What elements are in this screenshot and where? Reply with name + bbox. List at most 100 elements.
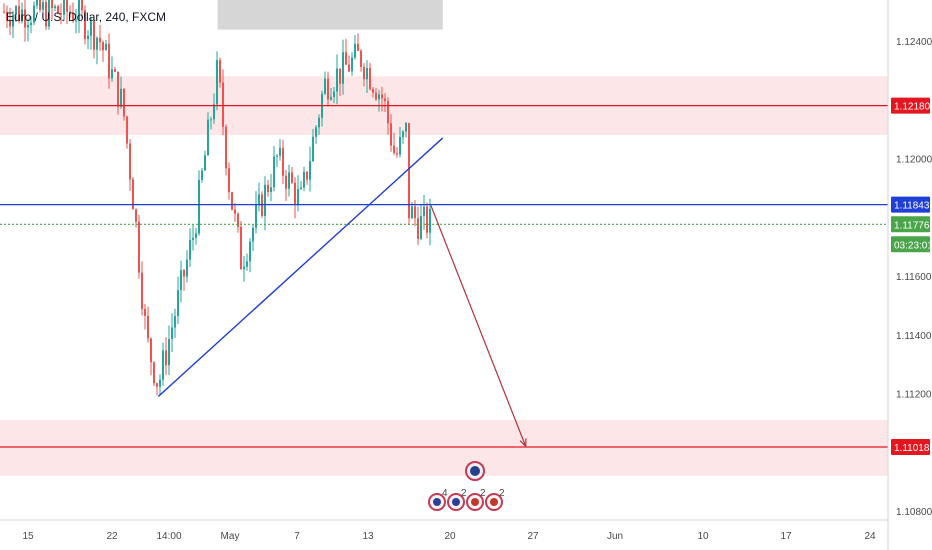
time-tick-label: 14:00: [156, 531, 181, 542]
candle-body: [45, 2, 47, 27]
candle-body: [282, 148, 284, 176]
candle-body: [186, 259, 188, 277]
candle-body: [207, 119, 209, 156]
time-tick-label: Jun: [607, 531, 623, 542]
candles-layer: [3, 0, 431, 396]
candle-body: [210, 119, 212, 121]
candle-body: [216, 60, 218, 105]
candle-body: [72, 13, 74, 21]
candle-body: [15, 6, 17, 15]
candle-body: [75, 20, 77, 22]
candle-body: [300, 187, 302, 189]
supply-demand-zone-1: [0, 419, 888, 476]
price-tick-label: 1.10800: [896, 507, 932, 518]
candle-body: [294, 182, 296, 205]
candle-body: [237, 213, 239, 227]
candle-body: [174, 316, 176, 328]
price-tick-label: 1.12400: [896, 37, 932, 48]
candle-body: [33, 5, 35, 23]
candle-body: [330, 96, 332, 100]
time-tick-label: 10: [697, 531, 709, 542]
price-badge[interactable]: [891, 438, 930, 455]
candle-body: [387, 101, 389, 124]
candle-body: [162, 350, 164, 380]
candle-body: [354, 43, 356, 58]
candle-body: [189, 239, 191, 260]
candle-body: [228, 168, 230, 193]
event-count-label: 2: [461, 488, 467, 499]
candle-body: [411, 206, 413, 219]
candle-body: [57, 6, 59, 14]
candle-body: [108, 43, 110, 79]
candle-body: [12, 14, 14, 27]
candle-body: [360, 50, 362, 67]
price-badge-label: 1.11018: [894, 443, 930, 454]
candle-body: [243, 266, 245, 270]
candle-body: [315, 127, 317, 137]
candle-body: [222, 82, 224, 127]
candle-body: [378, 94, 380, 100]
price-badge[interactable]: [891, 236, 930, 253]
candle-body: [63, 0, 65, 15]
price-badge-label: 1.11776: [894, 220, 930, 231]
candle-body: [369, 67, 371, 90]
price-badge[interactable]: [891, 196, 930, 213]
candle-body: [345, 52, 347, 65]
event-flag-icon-center: [470, 466, 480, 476]
economic-events[interactable]: 4 2 2 2: [428, 461, 505, 511]
candle-body: [120, 88, 122, 107]
candle-body: [420, 216, 422, 239]
candle-body: [180, 270, 182, 291]
levels-layer: [0, 105, 888, 448]
candle-body: [93, 20, 95, 50]
time-tick-label: May: [221, 531, 240, 542]
candle-body: [123, 88, 125, 117]
candle-body: [198, 179, 200, 234]
candle-body: [324, 78, 326, 94]
symbol-title: Euro / U.S. Dollar, 240, FXCM: [6, 10, 167, 24]
candle-body: [258, 194, 260, 206]
event-flag-icon-fill: [471, 498, 479, 506]
time-axis[interactable]: 15 22 14:00 May 7 13 20 27 Jun 10 17 24: [0, 519, 888, 542]
candle-body: [78, 0, 80, 21]
candle-body: [132, 179, 134, 210]
candle-body: [42, 2, 44, 10]
candle-body: [408, 123, 410, 219]
candle-body: [138, 221, 140, 273]
trendline[interactable]: [157, 137, 444, 397]
candle-body: [285, 175, 287, 189]
candle-body: [21, 9, 23, 21]
projection-arrow-line[interactable]: [430, 205, 527, 447]
candle-body: [225, 126, 227, 169]
candle-body: [60, 13, 62, 15]
price-badge-label: 03:23:01: [894, 240, 932, 251]
candle-body: [159, 379, 161, 387]
candle-body: [171, 327, 173, 339]
candle-body: [414, 206, 416, 219]
candle-body: [39, 0, 41, 10]
candle-body: [249, 241, 251, 262]
candle-body: [423, 206, 425, 217]
candle-body: [339, 68, 341, 84]
candle-body: [153, 362, 155, 384]
time-tick-label: 7: [294, 531, 300, 542]
price-badge[interactable]: [891, 216, 930, 233]
candle-body: [426, 206, 428, 233]
time-tick-label: 13: [362, 531, 374, 542]
price-axis[interactable]: 1.12400 1.12000 1.11600 1.11400 1.11200 1.108…: [887, 0, 932, 550]
candle-body: [9, 20, 11, 27]
price-badge[interactable]: [891, 97, 930, 114]
candle-body: [297, 188, 299, 205]
candle-body: [372, 89, 374, 93]
candle-body: [333, 91, 335, 97]
candle-body: [135, 209, 137, 222]
price-tick-label: 1.12000: [896, 155, 932, 166]
candle-body: [117, 71, 119, 107]
candle-body: [246, 261, 248, 267]
candle-body: [30, 22, 32, 25]
candle-body: [279, 148, 281, 156]
candle-body: [84, 10, 86, 40]
candle-body: [192, 237, 194, 240]
candle-body: [195, 233, 197, 238]
